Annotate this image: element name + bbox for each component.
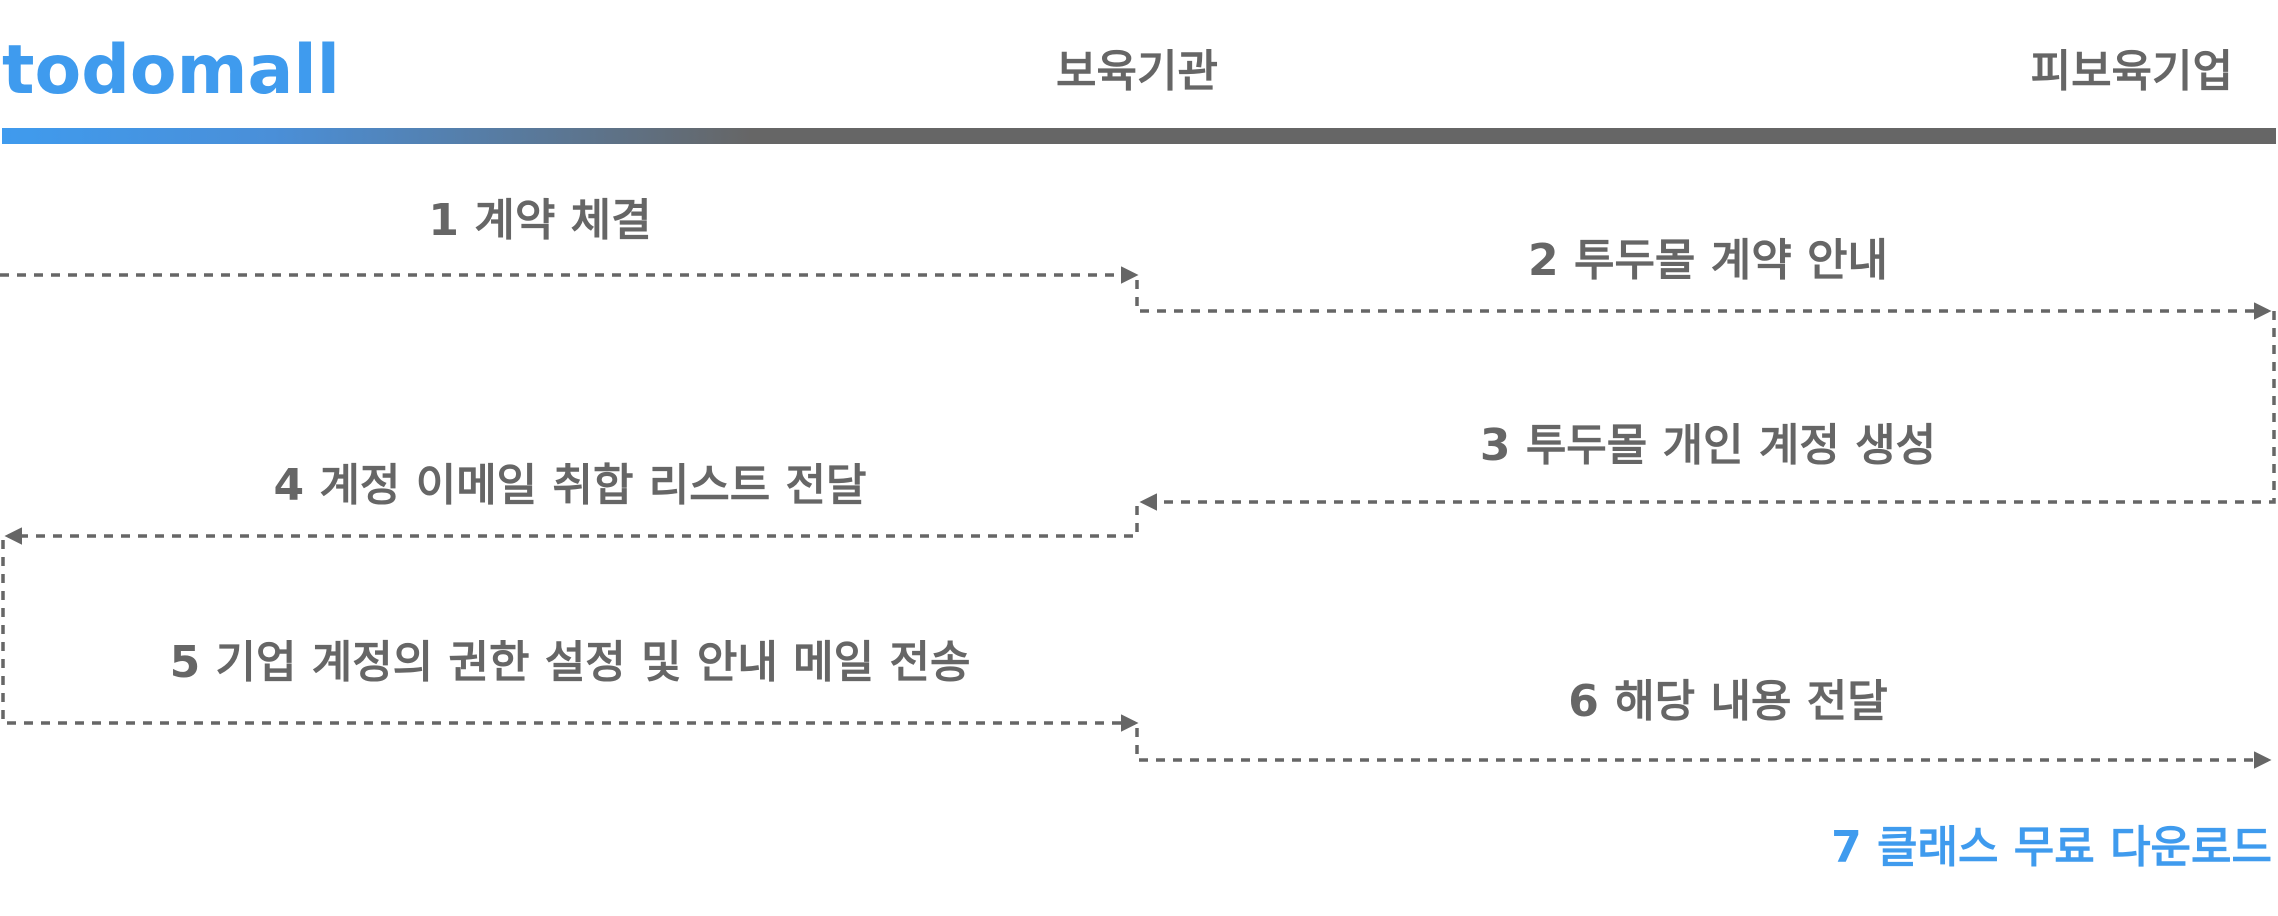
step-6-arrow bbox=[1135, 728, 2272, 769]
step-5-label: 5 기업 계정의 권한 설정 및 안내 메일 전송 bbox=[170, 637, 971, 688]
step-3-arrow bbox=[1139, 311, 2276, 511]
column-header-receiver: 피보육기업 bbox=[2031, 46, 2233, 97]
header-divider bbox=[2, 128, 2276, 144]
column-header-provider: 보육기관 bbox=[1056, 46, 1218, 97]
step-2-label: 2 투두몰 계약 안내 bbox=[1528, 235, 1888, 286]
step-7-label: 7 클래스 무료 다운로드 bbox=[1831, 822, 2272, 873]
step-2-arrow bbox=[1135, 280, 2272, 320]
step-6-label: 6 해당 내용 전달 bbox=[1568, 676, 1887, 727]
todomall-logo: todomall bbox=[2, 31, 340, 110]
step-5-arrow bbox=[1, 540, 1139, 732]
step-1-label: 1 계약 체결 bbox=[428, 195, 651, 246]
step-3-label: 3 투두몰 개인 계정 생성 bbox=[1480, 420, 1936, 471]
step-4-label: 4 계정 이메일 취합 리스트 전달 bbox=[274, 460, 867, 511]
step-4-arrow bbox=[4, 506, 1139, 545]
